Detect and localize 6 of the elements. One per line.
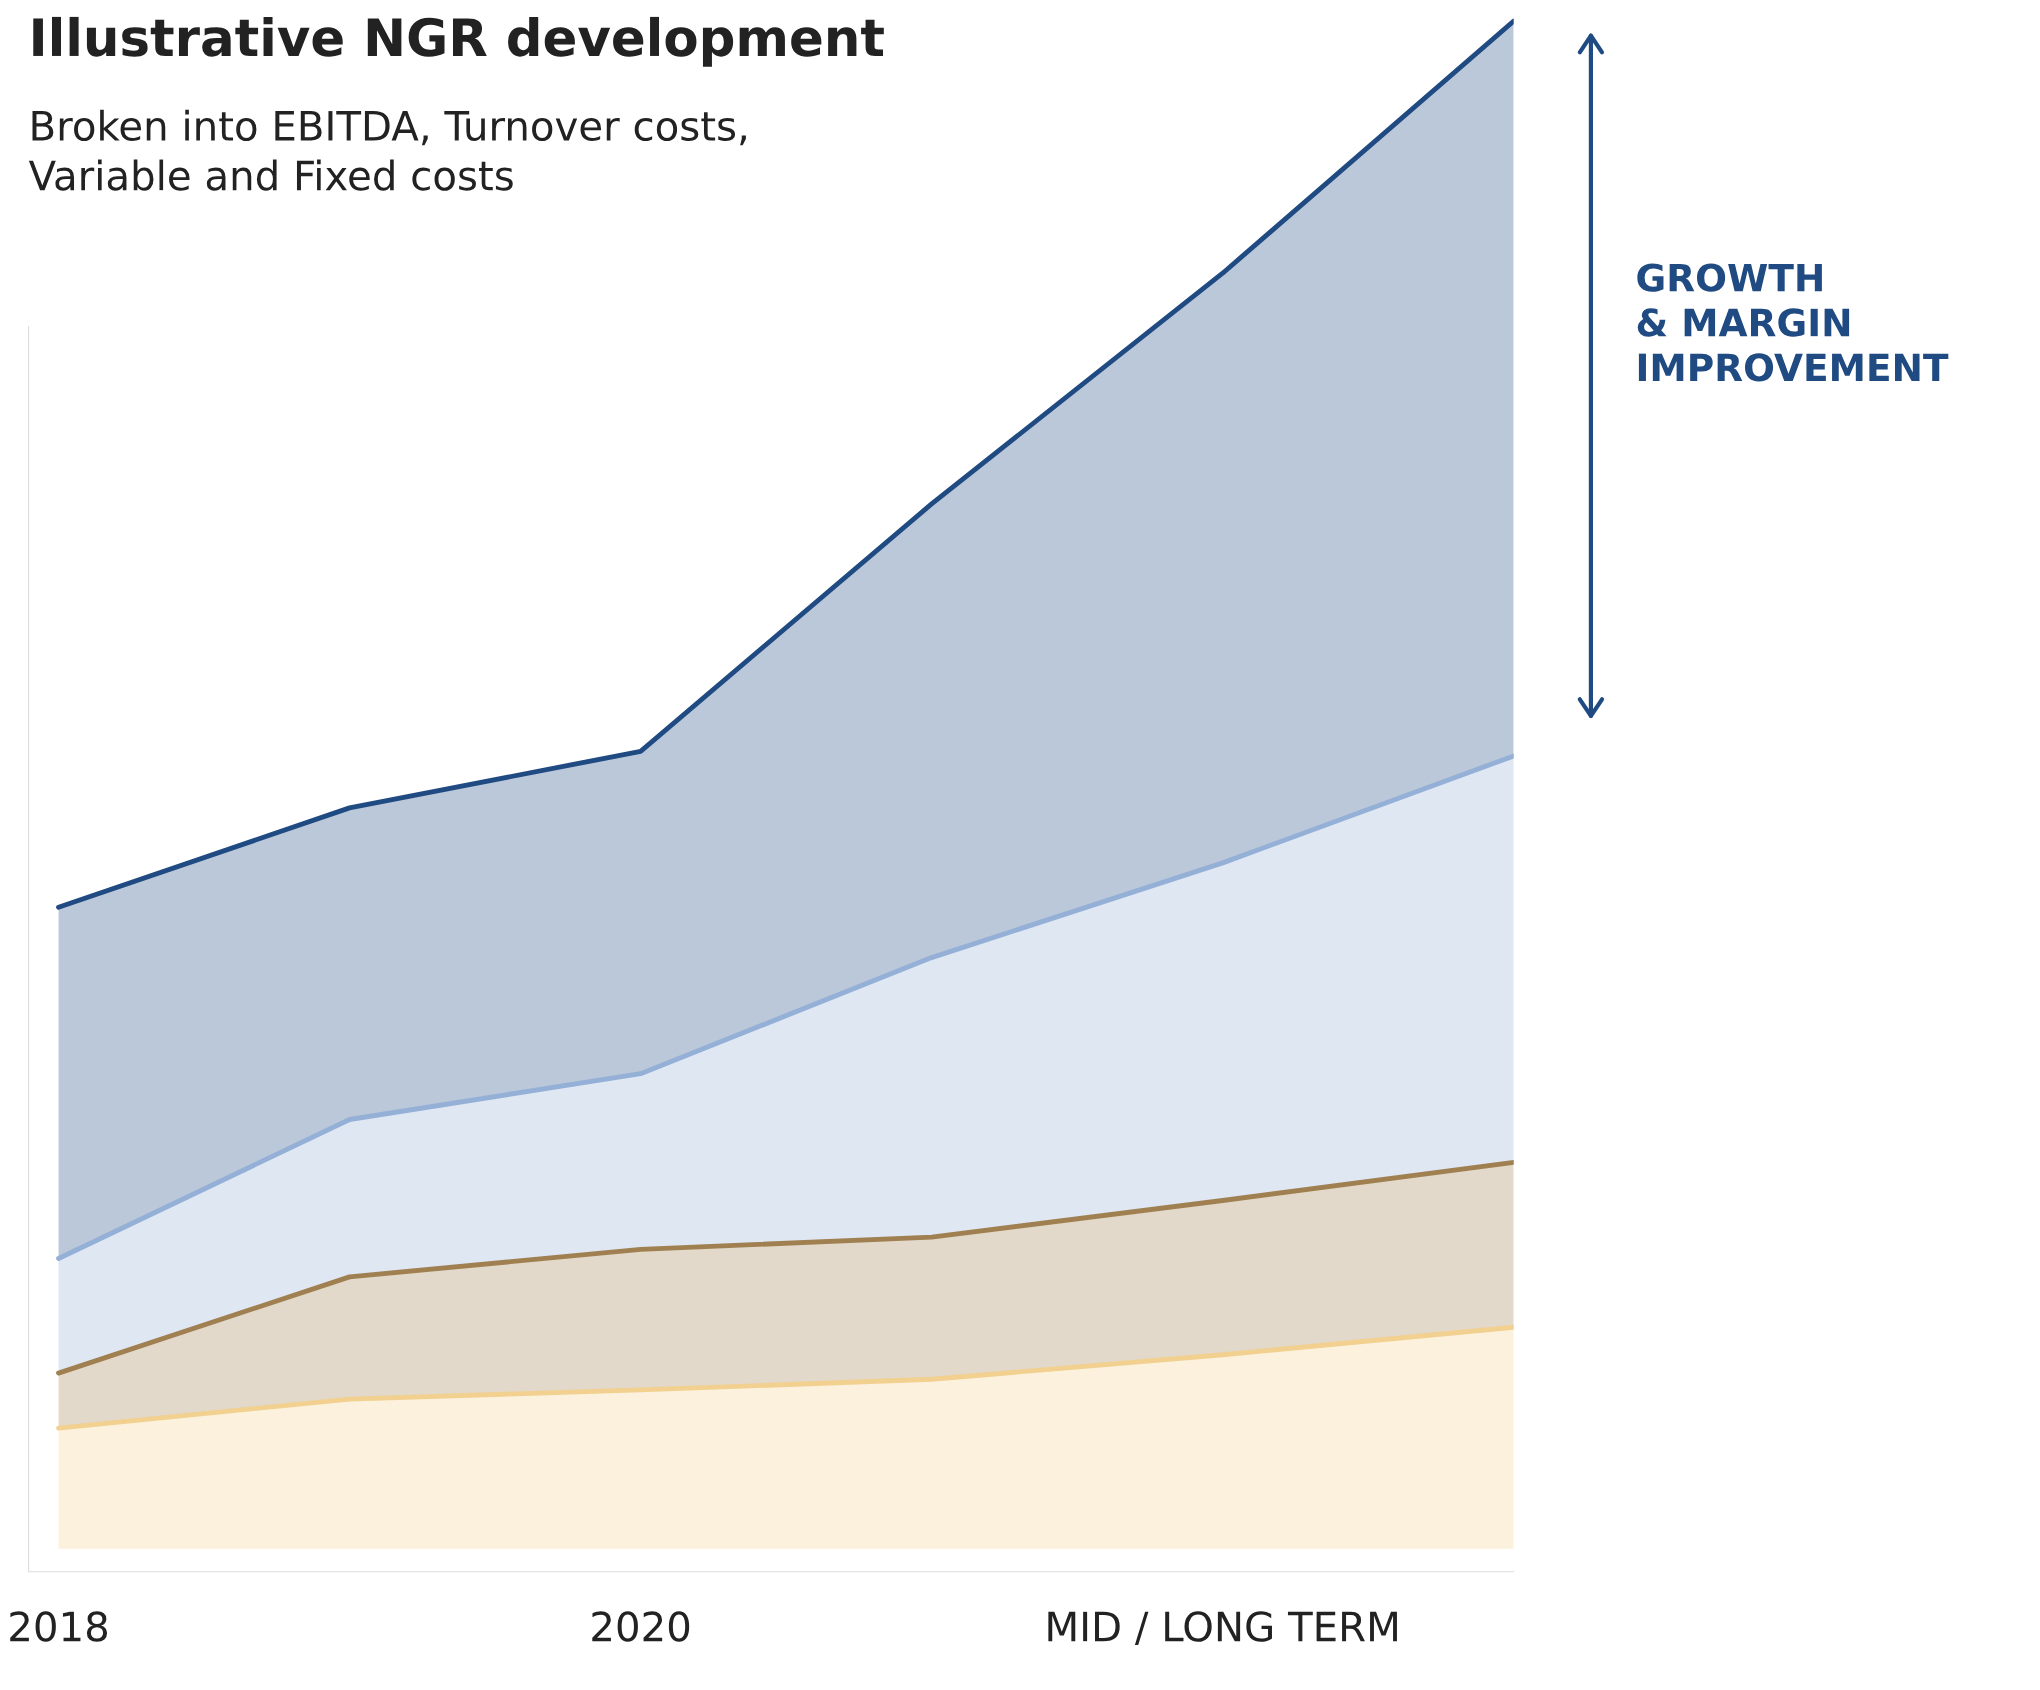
chart-title: Illustrative NGR development — [33, 16, 884, 67]
x-tick-label: 2018 — [10, 1611, 108, 1642]
x-tick-label: MID / LONG TERM — [1048, 1611, 1397, 1645]
annotation: GROWTH & MARGIN IMPROVEMENT — [1637, 263, 1949, 382]
x-tick-label: 2020 — [592, 1611, 690, 1642]
text: Broken into EBITDA, Turnover costs, Variable and Fixed costs — [28, 109, 746, 191]
